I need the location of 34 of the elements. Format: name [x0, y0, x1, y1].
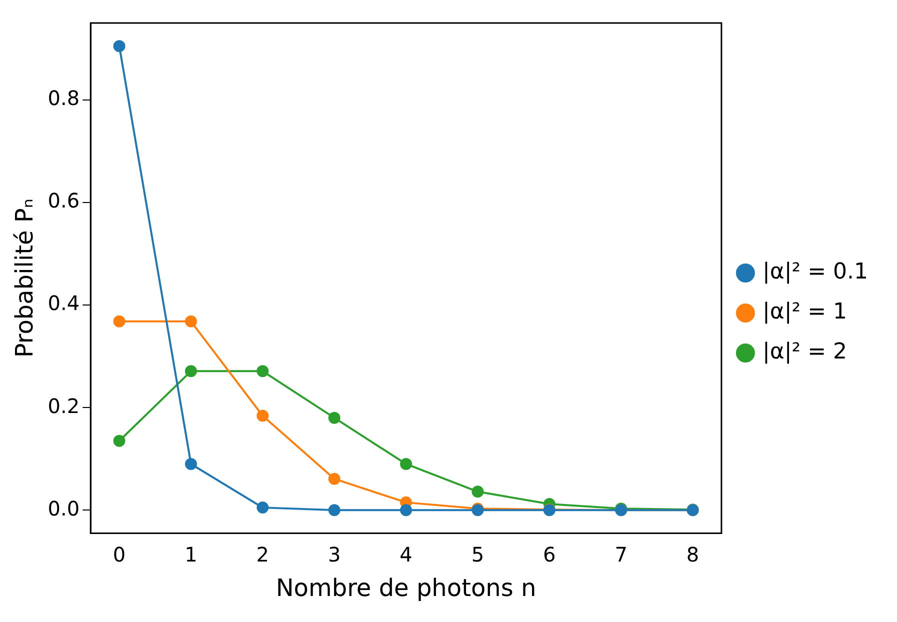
point — [328, 472, 340, 485]
y-tick-label: 0.8 — [48, 86, 80, 110]
x-axis-title: Nombre de photons n — [276, 574, 536, 602]
x-tick-label: 2 — [256, 542, 270, 566]
point — [328, 412, 340, 424]
x-tick-label: 8 — [686, 542, 700, 566]
x-tick-label: 7 — [614, 542, 628, 566]
y-tick-label: 0.0 — [48, 496, 80, 520]
x-tick-label: 5 — [471, 542, 484, 566]
point — [184, 365, 197, 378]
x-tick-label: 0 — [112, 542, 126, 566]
y-tick-label: 0.4 — [48, 291, 80, 316]
point — [184, 315, 197, 328]
point — [256, 410, 269, 422]
x-tick-label: 3 — [328, 542, 341, 566]
point — [113, 434, 126, 447]
legend-label: |α|² = 0.1 — [762, 260, 868, 285]
y-axis-title: Probabilité Pₙ — [10, 198, 39, 358]
x-tick-label: 6 — [543, 542, 556, 566]
y-tick-label: 0.2 — [48, 394, 80, 418]
point — [472, 486, 484, 498]
point — [113, 315, 126, 328]
legend-label: |α|² = 1 — [762, 300, 848, 325]
x-tick-label: 1 — [184, 542, 198, 566]
y-tick-label: 0.6 — [48, 188, 80, 213]
point — [328, 504, 340, 516]
legend-label: |α|² = 2 — [762, 340, 848, 365]
x-tick-label: 4 — [400, 542, 412, 566]
point — [400, 504, 412, 516]
point — [256, 365, 269, 378]
point — [256, 502, 269, 514]
point — [113, 40, 126, 52]
point — [400, 458, 412, 470]
point — [184, 458, 197, 470]
